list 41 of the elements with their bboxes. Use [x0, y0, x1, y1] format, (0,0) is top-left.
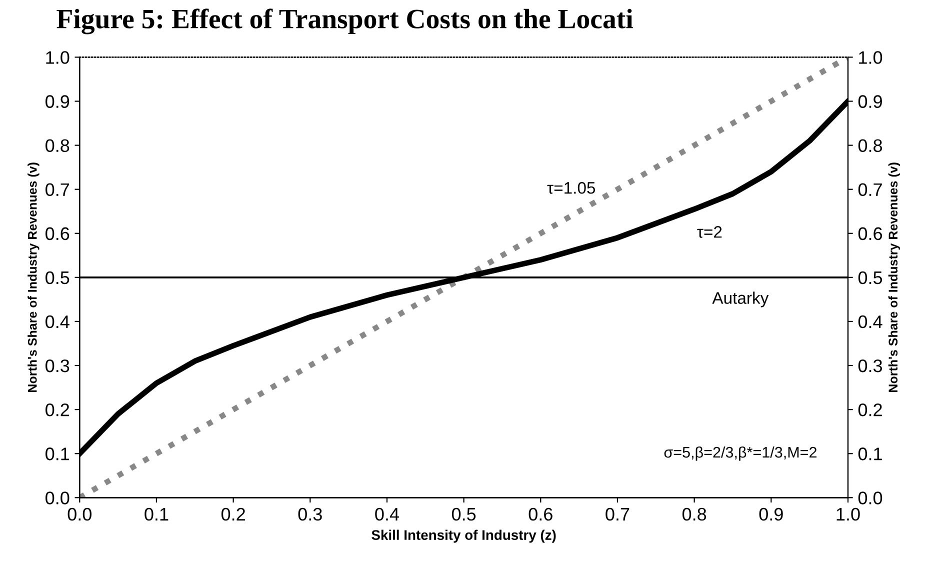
chart-title: Figure 5: Effect of Transport Costs on the Locati: [56, 8, 633, 34]
series-label: τ=1.05: [547, 182, 596, 194]
y2-tick-label: 0.1: [858, 448, 882, 460]
y2-tick-label: 0.6: [858, 227, 882, 240]
y2-tick-label: 0.4: [858, 315, 882, 328]
y2-tick-label: 0.5: [858, 271, 882, 284]
y2-tick-label: 0.0: [858, 492, 882, 504]
y2-axis-title: North's Share of Industry Revenues (v): [888, 162, 900, 392]
y-tick-label: 0.5: [46, 271, 70, 284]
y-tick-label: 0.7: [46, 183, 70, 196]
y-tick-label: 0.3: [46, 359, 70, 372]
x-tick-label: 0.7: [606, 508, 630, 521]
y2-tick-label: 0.9: [858, 95, 882, 108]
x-tick-label: 0.8: [682, 508, 706, 521]
y-tick-label: 0.2: [46, 403, 70, 416]
y-tick-label: 0.6: [46, 227, 70, 240]
x-tick-label: 0.0: [68, 508, 92, 521]
series-label: τ=2: [697, 226, 722, 238]
x-tick-label: 0.3: [298, 508, 322, 521]
y2-tick-label: 0.7: [858, 183, 882, 196]
series-label: Autarky: [712, 292, 769, 308]
y-tick-label: 0.9: [46, 95, 70, 108]
y-tick-label: 0.8: [46, 139, 70, 152]
x-tick-label: 0.2: [221, 508, 245, 521]
y-tick-label: 0.1: [46, 448, 70, 460]
y-tick-label: 0.4: [46, 315, 70, 328]
y2-tick-label: 1.0: [859, 51, 882, 64]
x-tick-label: 0.4: [375, 508, 400, 521]
y2-tick-label: 0.3: [858, 359, 882, 372]
x-tick-label: 0.5: [452, 508, 476, 521]
y-axis-title: North's Share of Industry Revenues (v): [28, 162, 40, 392]
x-tick-label: 0.9: [759, 508, 783, 521]
y-tick-label: 1.0: [46, 51, 70, 64]
y2-tick-label: 0.8: [858, 139, 882, 152]
annotation: σ=5,β=2/3,β*=1/3,M=2: [664, 446, 816, 461]
x-axis-title: Skill Intensity of Industry (z): [372, 530, 556, 543]
x-tick-label: 1.0: [836, 508, 860, 521]
x-tick-label: 0.6: [528, 508, 552, 521]
y2-tick-label: 0.2: [858, 403, 882, 416]
x-tick-label: 0.1: [144, 508, 168, 521]
y-tick-label: 0.0: [46, 492, 70, 504]
